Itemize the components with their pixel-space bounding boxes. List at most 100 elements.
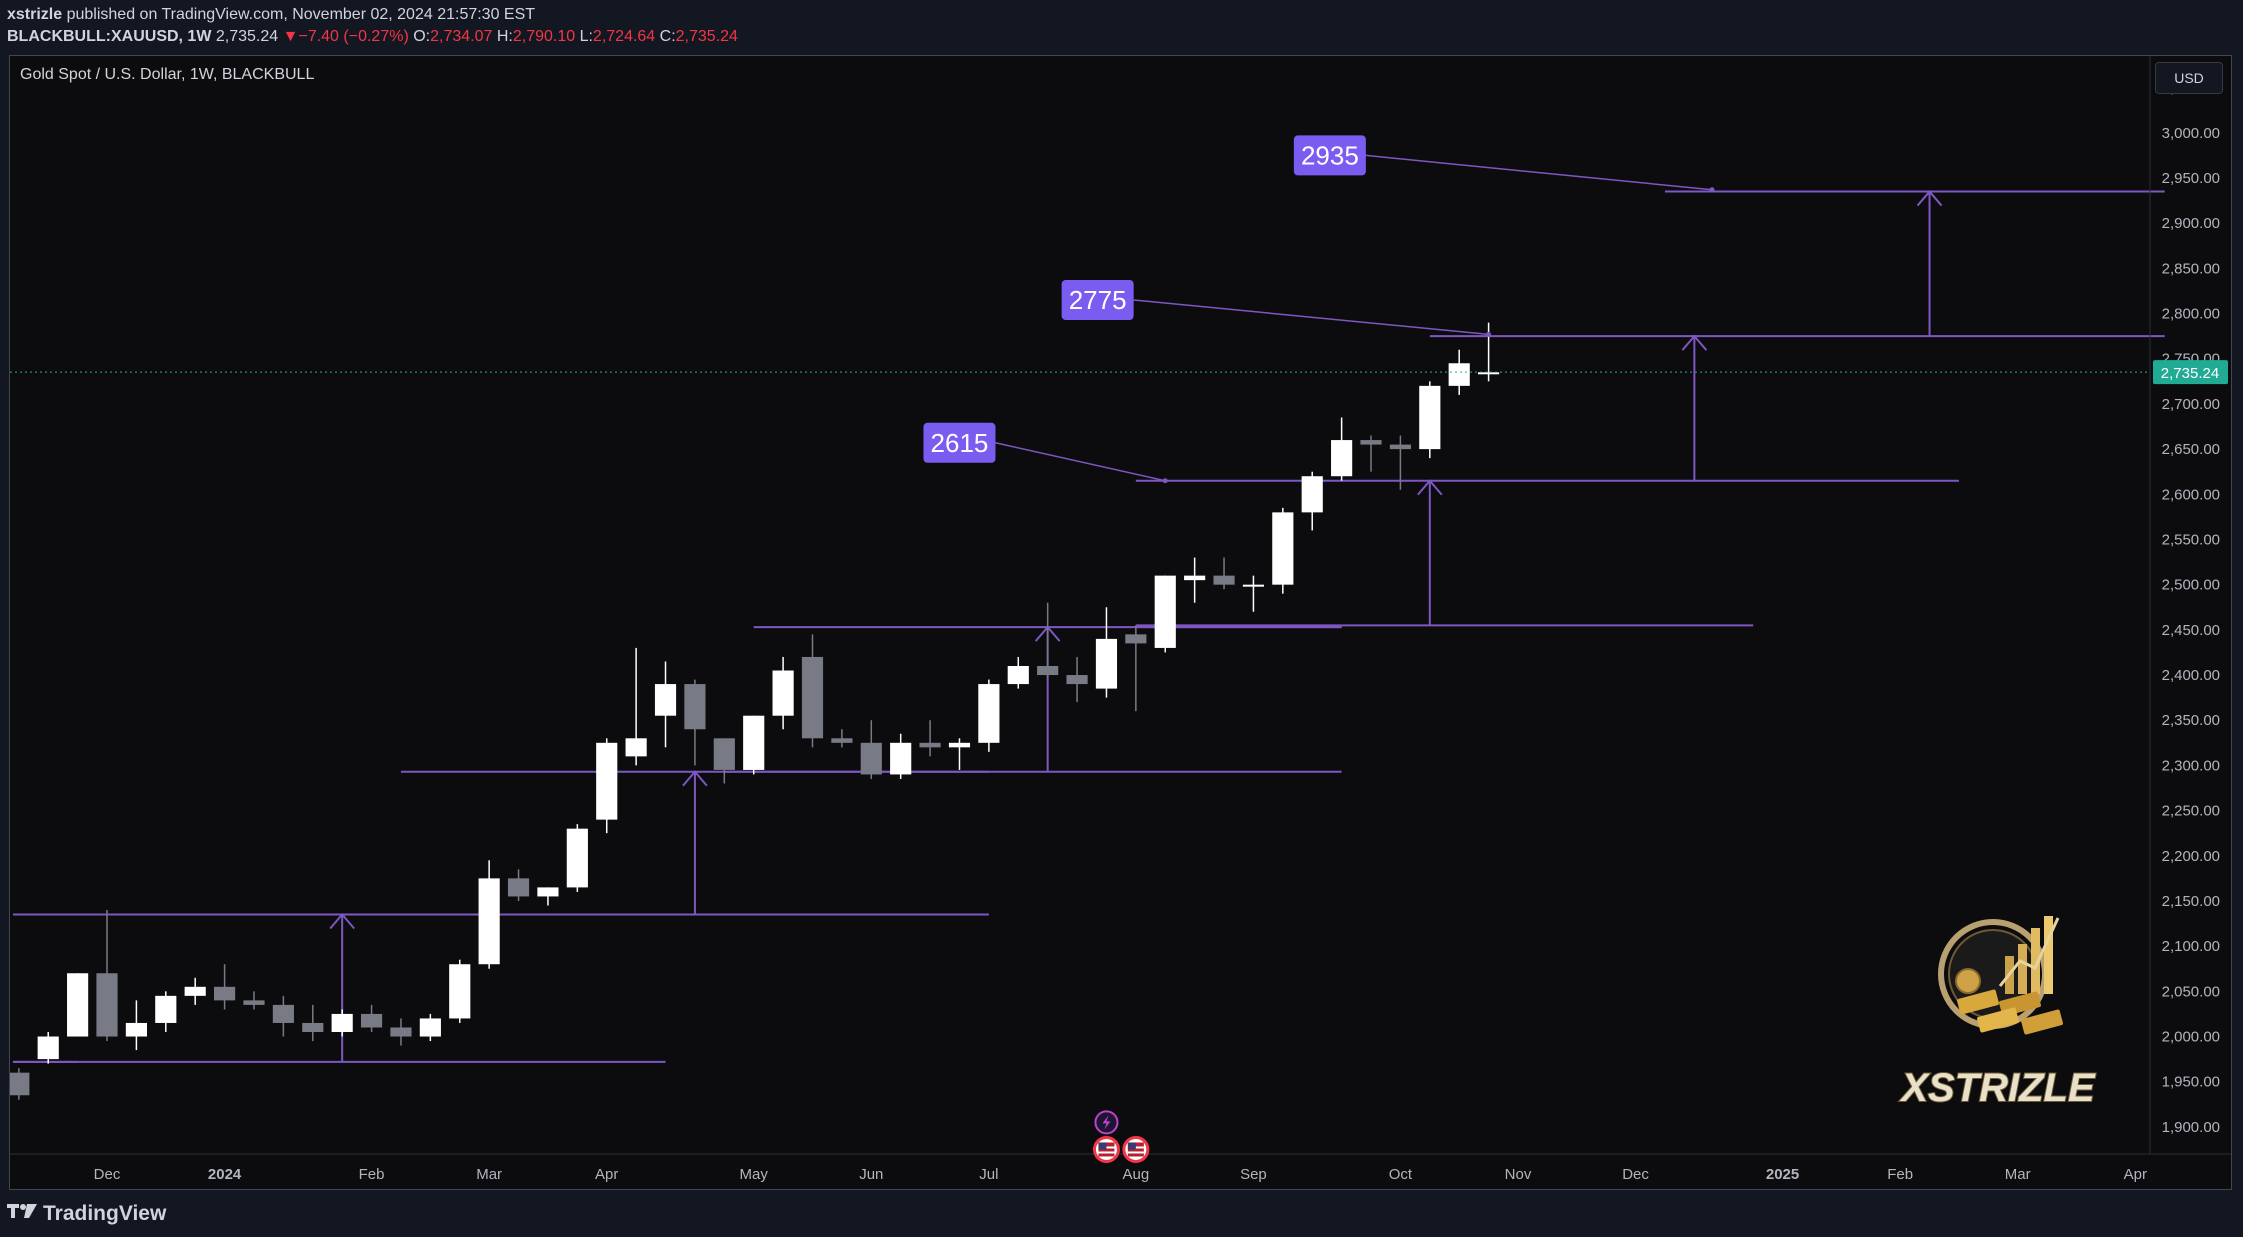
price-tick-label: 2,400.00 (2162, 667, 2220, 684)
time-tick-label: Jun (859, 1166, 883, 1183)
candle-body[interactable] (801, 656, 824, 739)
price-tick-label: 2,350.00 (2162, 712, 2220, 729)
candle-body[interactable] (184, 986, 206, 996)
callout-label-text[interactable]: 2775 (1069, 285, 1127, 315)
candle-body[interactable] (1272, 512, 1294, 585)
candle-body[interactable] (360, 1013, 383, 1028)
candle-body[interactable] (713, 738, 735, 770)
candle-body[interactable] (1213, 575, 1235, 585)
price-tick-label: 2,650.00 (2162, 441, 2220, 458)
candle-body[interactable] (243, 1000, 265, 1005)
currency-button[interactable]: USD (2155, 62, 2223, 94)
candle-body[interactable] (890, 742, 912, 775)
symbol-line: BLACKBULL:XAUUSD, 1W 2,735.24 ▼−7.40 (−0… (7, 28, 738, 46)
price-tick-label: 2,250.00 (2162, 803, 2220, 820)
candle-body[interactable] (684, 684, 706, 730)
price-tick-label: 2,050.00 (2162, 983, 2220, 1000)
candle-body[interactable] (67, 973, 89, 1037)
callout-anchor (1709, 187, 1715, 193)
callout-label-text[interactable]: 2935 (1301, 140, 1359, 170)
chart-legend-title[interactable]: Gold Spot / U.S. Dollar, 1W, BLACKBULL (20, 66, 315, 83)
candle-body[interactable] (272, 1004, 294, 1023)
high-value: 2,790.10 (512, 28, 576, 45)
lightning-bolt (1102, 1115, 1111, 1130)
price-tick-label: 2,150.00 (2162, 893, 2220, 910)
low-label: L: (579, 28, 593, 45)
time-tick-label: May (740, 1166, 769, 1183)
candle-body[interactable] (1125, 634, 1147, 644)
chart-canvas[interactable]: 2615 2775 2935 1,900.00 1,950.00 2,000.00 2,0… (10, 56, 2231, 1189)
candle-body[interactable] (1331, 440, 1353, 477)
candle-body[interactable] (10, 1072, 30, 1096)
change-value: −7.40 (−0.27%) (298, 28, 409, 45)
candle-body[interactable] (1360, 440, 1382, 445)
candle-body[interactable] (478, 878, 500, 965)
us-flag-icon[interactable] (1092, 1135, 1120, 1163)
candle-body[interactable] (1066, 675, 1088, 685)
candle-body[interactable] (1448, 363, 1470, 386)
candle-body[interactable] (948, 742, 971, 748)
tradingview-logo[interactable]: TradingView (7, 1202, 166, 1226)
callout-leader-line (995, 442, 1166, 482)
candle-body[interactable] (125, 1022, 147, 1037)
price-tick-label: 2,950.00 (2162, 170, 2220, 187)
callout-label-text[interactable]: 2615 (931, 428, 989, 458)
time-tick-label: Feb (1887, 1166, 1913, 1183)
candle-body[interactable] (1007, 666, 1029, 685)
candle-body[interactable] (419, 1018, 441, 1037)
time-tick-label: Jul (979, 1166, 998, 1183)
price-tick-label: 2,700.00 (2162, 396, 2220, 413)
price-tick-label: 2,850.00 (2162, 260, 2220, 277)
candle-body[interactable] (596, 742, 618, 820)
lightning-icon[interactable] (1094, 1110, 1119, 1135)
arrow-head (1916, 190, 1943, 207)
candle-body[interactable] (919, 742, 941, 748)
candle-body[interactable] (1478, 372, 1500, 375)
candle-body[interactable] (1095, 638, 1118, 689)
candle-body[interactable] (37, 1036, 59, 1060)
candle-body[interactable] (302, 1022, 324, 1032)
candle-body[interactable] (449, 964, 471, 1019)
flag-canton (1098, 1142, 1107, 1150)
candle-body[interactable] (1184, 575, 1206, 581)
chart-area[interactable]: 2615 2775 2935 1,900.00 1,950.00 2,000.00 2,0… (9, 55, 2232, 1190)
last-price-badge (2153, 360, 2228, 385)
price-tick-label: 2,800.00 (2162, 306, 2220, 323)
last-price-badge-text: 2,735.24 (2161, 365, 2219, 382)
candle-body[interactable] (1154, 575, 1176, 648)
price-tick-label: 1,950.00 (2162, 1074, 2220, 1091)
callout-label-box[interactable] (1293, 135, 1366, 176)
candle-body[interactable] (331, 1013, 353, 1032)
time-tick-label: Nov (1505, 1166, 1532, 1183)
candle-body[interactable] (1389, 444, 1411, 450)
time-tick-label: Mar (2005, 1166, 2031, 1183)
candle-body[interactable] (214, 986, 236, 1001)
candle-body[interactable] (1242, 584, 1265, 587)
candle-body[interactable] (860, 742, 882, 775)
candle-body[interactable] (566, 828, 588, 888)
flag-canton (1127, 1142, 1136, 1150)
candle-body[interactable] (831, 738, 853, 743)
candle-body[interactable] (96, 973, 118, 1037)
callout-label-box[interactable] (923, 422, 996, 463)
callout-label-box[interactable] (1061, 280, 1134, 320)
time-tick-label: Dec (94, 1166, 121, 1183)
change-down-icon: ▼ (282, 28, 299, 45)
candle-body[interactable] (772, 670, 794, 716)
candle-body[interactable] (155, 995, 177, 1023)
candle-body[interactable] (978, 684, 1000, 743)
author-name[interactable]: xstrizle (7, 6, 63, 23)
candle-body[interactable] (743, 715, 765, 770)
candle-body[interactable] (1419, 385, 1441, 450)
candle-body[interactable] (1037, 666, 1059, 676)
candle-body[interactable] (507, 878, 530, 897)
time-tick-label: Oct (1389, 1166, 1413, 1183)
last-price-value: 2,735.24 (215, 28, 279, 45)
candle-body[interactable] (537, 887, 559, 897)
candle-body[interactable] (625, 738, 647, 757)
candle-body[interactable] (654, 684, 677, 716)
price-tick-label: 2,100.00 (2162, 938, 2220, 955)
us-flag-icon[interactable] (1122, 1135, 1150, 1163)
candle-body[interactable] (390, 1027, 412, 1037)
candle-body[interactable] (1301, 476, 1323, 513)
